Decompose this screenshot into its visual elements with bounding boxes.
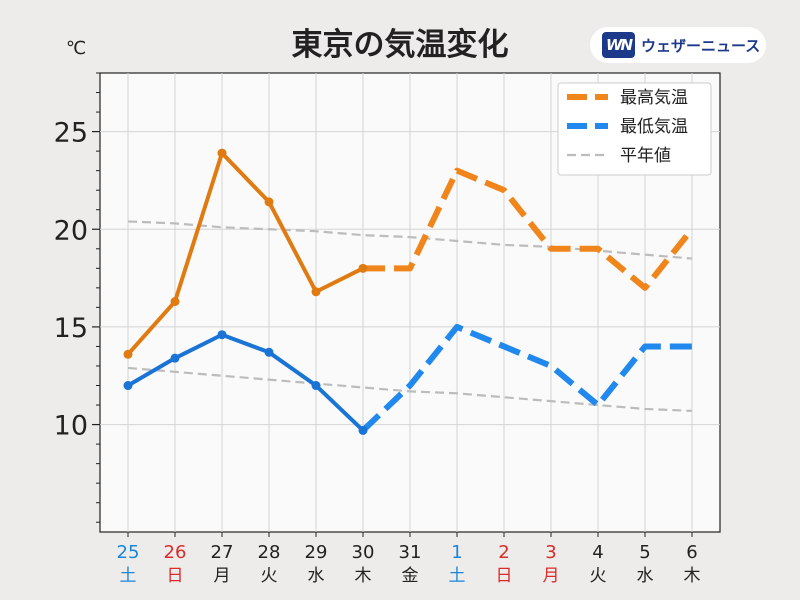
observed-low-point xyxy=(123,381,133,391)
observed-high-line xyxy=(126,151,365,357)
x-tick-label-day: 2 xyxy=(498,542,509,563)
weathernews-logo: WN ウェザーニュース xyxy=(590,27,766,63)
observed-low-point xyxy=(217,330,227,340)
observed-low-point xyxy=(170,353,180,363)
x-tick-label-weekday: 木 xyxy=(355,566,372,586)
x-tick-label-day: 29 xyxy=(305,542,328,563)
x-tick-label-day: 25 xyxy=(117,542,140,563)
legend-entry-normal-label: 平年値 xyxy=(620,146,671,166)
weathernews-logo-text: ウェザーニュース xyxy=(641,36,761,55)
forecast-low-line xyxy=(360,323,692,433)
x-tick-label-day: 4 xyxy=(592,542,603,563)
y-axis-unit-label: ℃ xyxy=(66,38,86,59)
observed-high-point xyxy=(217,148,227,158)
observed-high-point xyxy=(123,349,133,359)
x-tick-label-day: 30 xyxy=(352,542,375,563)
x-tick-label-weekday: 日 xyxy=(167,566,184,586)
observed-high-point xyxy=(170,297,180,307)
normal-value-lines xyxy=(127,220,693,413)
x-tick-label-weekday: 水 xyxy=(308,566,325,586)
x-tick-label-weekday: 木 xyxy=(684,566,701,586)
x-tick-label-day: 26 xyxy=(164,542,187,563)
temperature-series xyxy=(123,148,695,435)
x-tick-label-day: 5 xyxy=(639,542,650,563)
y-tick-label: 25 xyxy=(54,118,88,149)
x-tick-label-weekday: 火 xyxy=(261,566,278,586)
x-tick-label-day: 27 xyxy=(211,542,234,563)
axis-ticks: 25 土 26 日 27 月 28 火 29 水 30 木 31 金 1 土 2 日 3 月 4 火 5 水 6 木 10 15 20 2… xyxy=(54,72,701,586)
x-tick-label-weekday: 月 xyxy=(543,566,560,586)
chart-title: 東京の気温変化 xyxy=(292,27,509,63)
normal-low-line xyxy=(127,366,693,413)
x-tick-label-day: 28 xyxy=(258,542,281,563)
y-tick-label: 15 xyxy=(54,313,88,344)
x-tick-label-day: 3 xyxy=(545,542,556,563)
x-tick-label-weekday: 火 xyxy=(590,566,607,586)
y-tick-label: 10 xyxy=(54,411,88,442)
observed-high-point xyxy=(358,263,368,273)
x-tick-label-weekday: 日 xyxy=(496,566,513,586)
weathernews-logo-mark: WN xyxy=(602,32,635,58)
legend-entry-high-label: 最高気温 xyxy=(620,88,688,108)
x-tick-label-weekday: 土 xyxy=(120,566,137,586)
x-tick-label-day: 1 xyxy=(451,542,462,563)
x-tick-label-day: 6 xyxy=(686,542,697,563)
x-tick-label-weekday: 水 xyxy=(637,566,654,586)
legend-entry-low-label: 最低気温 xyxy=(620,117,688,137)
x-tick-label-day: 31 xyxy=(399,542,422,563)
y-tick-label: 20 xyxy=(54,215,88,246)
legend-box xyxy=(557,82,712,176)
observed-low-point xyxy=(311,381,321,391)
observed-high-point xyxy=(311,287,321,297)
forecast-high-line xyxy=(363,167,695,291)
x-tick-label-weekday: 月 xyxy=(214,566,231,586)
x-tick-label-weekday: 土 xyxy=(449,566,466,586)
grid-lines xyxy=(100,73,720,532)
normal-high-line xyxy=(127,220,693,260)
observed-low-point xyxy=(358,425,368,435)
observed-low-line xyxy=(126,332,365,433)
observed-high-point xyxy=(264,197,274,207)
observed-low-point xyxy=(264,347,274,357)
x-tick-label-weekday: 金 xyxy=(402,566,419,586)
